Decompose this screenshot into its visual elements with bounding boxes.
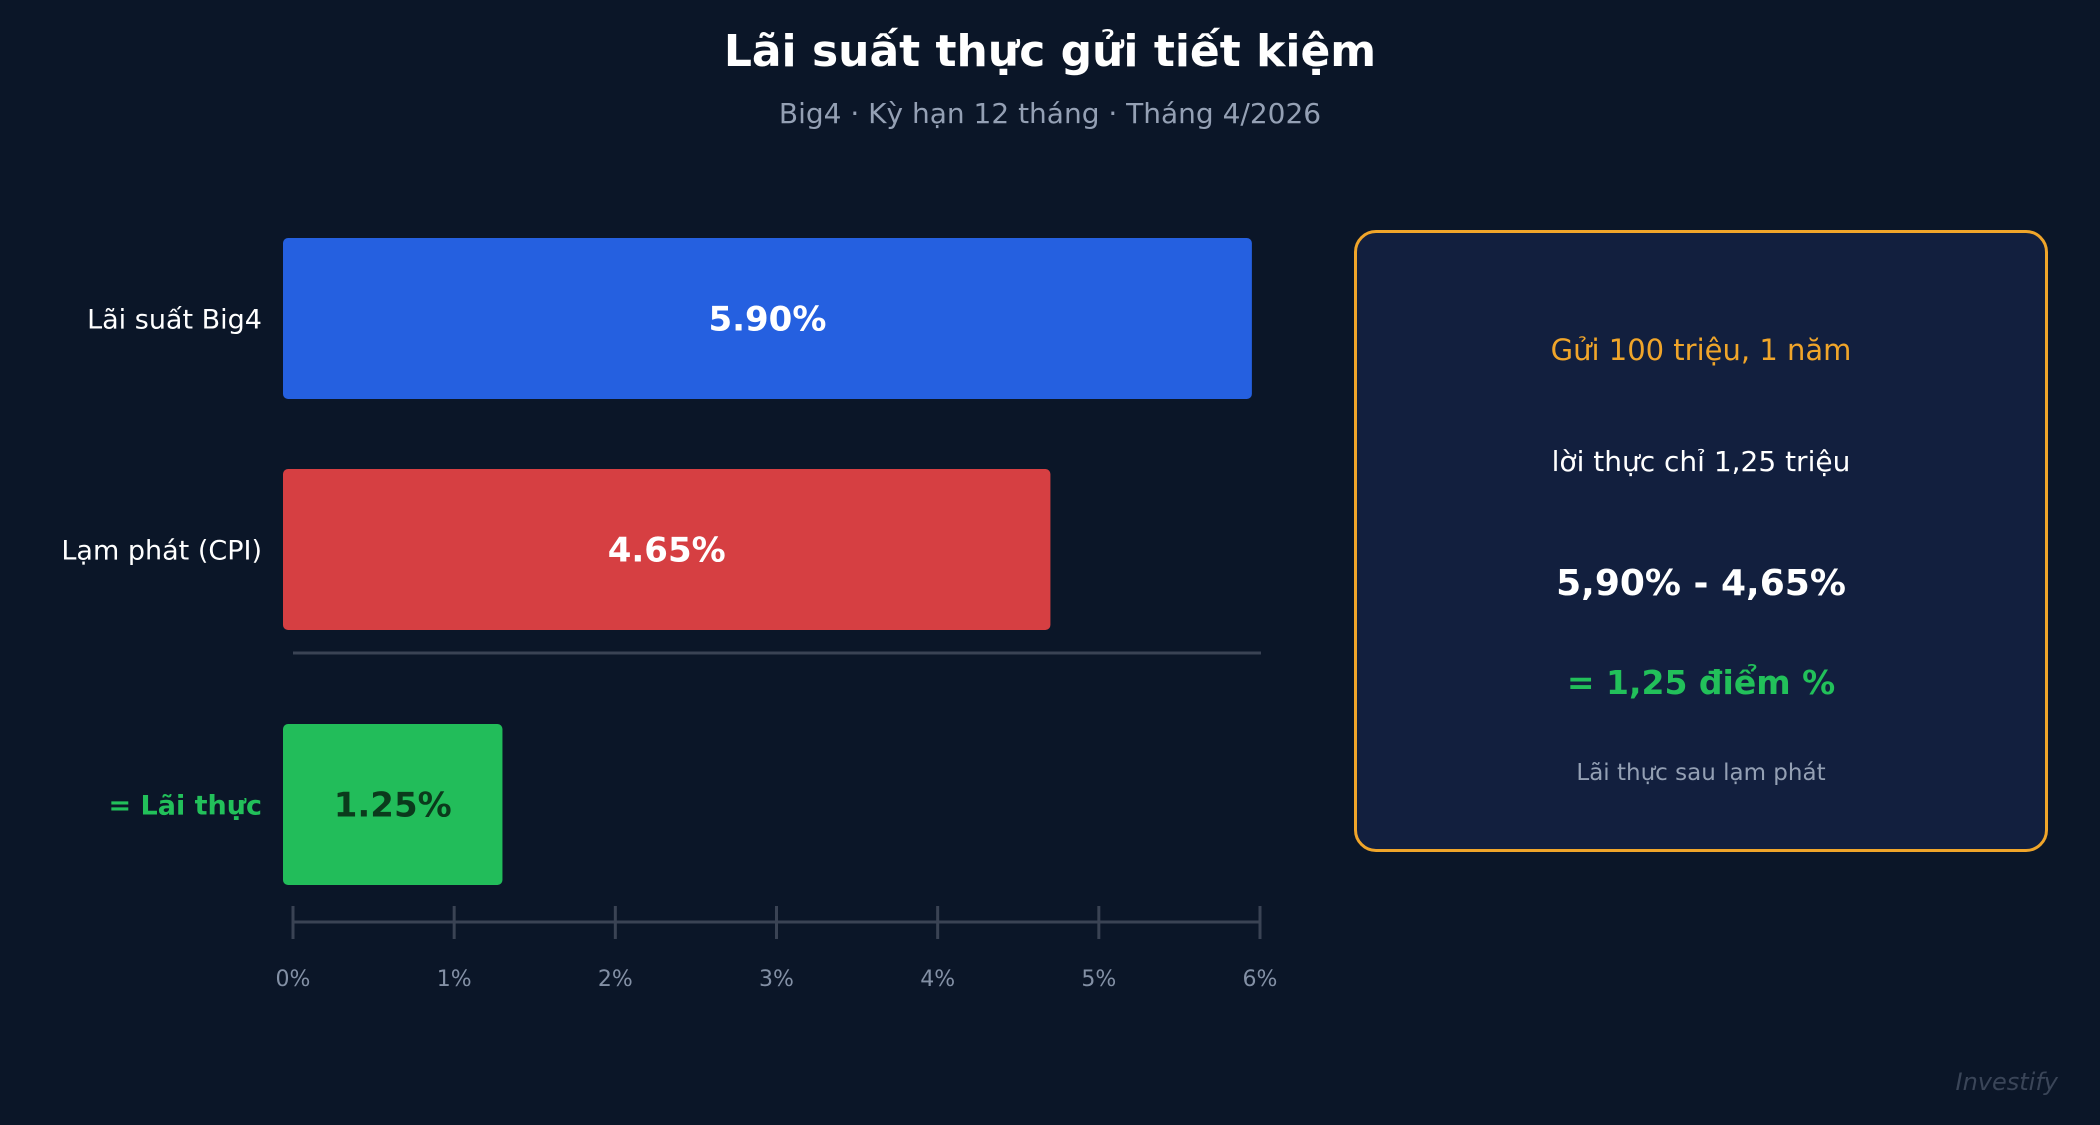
summary-card: Gửi 100 triệu, 1 năm lời thực chỉ 1,25 t… [1354,230,2048,852]
chart-subtitle: Big4 · Kỳ hạn 12 tháng · Tháng 4/2026 [778,97,1322,130]
x-tick-label: 1% [437,967,472,992]
x-tick-label: 4% [920,967,955,992]
card-deposit-text: Gửi 100 triệu, 1 năm [1550,333,1852,367]
x-tick-label: 0% [276,967,311,992]
x-tick-label: 5% [1081,967,1116,992]
bar-3 [283,724,503,885]
x-tick-label: 6% [1243,967,1278,992]
x-tick-label: 2% [598,967,633,992]
category-label: Lạm phát (CPI) [61,536,262,567]
data-label: 1.25% [334,786,452,826]
watermark: Investify [1955,1068,2059,1096]
card-real-profit-text: lời thực chỉ 1,25 triệu [1551,445,1851,478]
bar-1 [283,238,1252,399]
chart-title: Lãi suất thực gửi tiết kiệm [723,26,1377,77]
bar-2 [283,469,1051,630]
category-label: Lãi suất Big4 [87,305,262,336]
x-tick-label: 3% [759,967,794,992]
data-label: 5.90% [708,300,826,340]
data-label: 4.65% [608,531,726,571]
card-formula: 5,90% - 4,65% [1556,563,1846,604]
card-result: = 1,25 điểm % [1566,663,1836,702]
category-label: = Lãi thực [109,791,262,822]
card-caption: Lãi thực sau lạm phát [1576,760,1826,786]
